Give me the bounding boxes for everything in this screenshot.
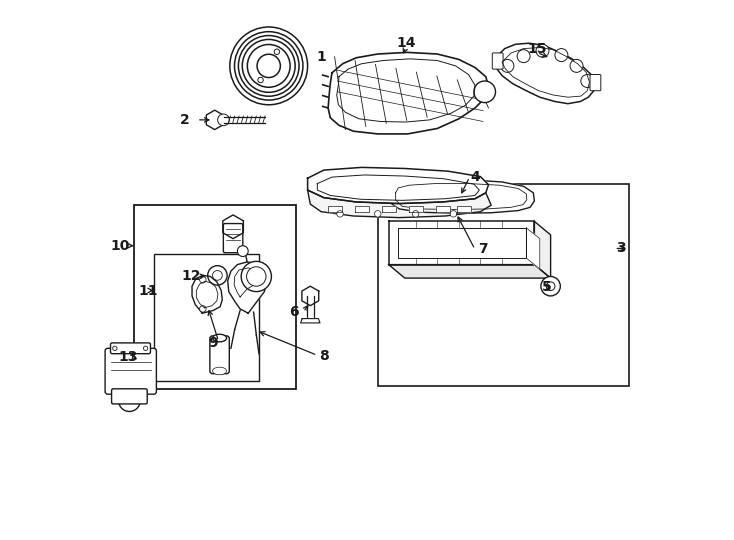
Circle shape bbox=[541, 276, 560, 296]
Text: 12: 12 bbox=[182, 269, 201, 284]
Circle shape bbox=[230, 27, 308, 105]
Bar bbox=[134, 205, 296, 389]
Circle shape bbox=[200, 276, 206, 283]
Circle shape bbox=[143, 346, 148, 350]
Bar bbox=[378, 184, 629, 386]
Text: 9: 9 bbox=[208, 336, 218, 350]
Polygon shape bbox=[228, 262, 267, 313]
Circle shape bbox=[581, 75, 594, 87]
Circle shape bbox=[275, 49, 280, 55]
Circle shape bbox=[374, 211, 381, 217]
Text: 3: 3 bbox=[616, 241, 625, 255]
Circle shape bbox=[119, 390, 140, 411]
Polygon shape bbox=[382, 206, 396, 212]
Circle shape bbox=[247, 267, 266, 286]
Circle shape bbox=[501, 59, 514, 72]
Text: 14: 14 bbox=[396, 36, 415, 50]
FancyBboxPatch shape bbox=[223, 224, 243, 253]
Circle shape bbox=[570, 59, 583, 72]
Polygon shape bbox=[328, 52, 489, 134]
Circle shape bbox=[237, 246, 248, 256]
Polygon shape bbox=[327, 206, 341, 212]
Circle shape bbox=[450, 211, 457, 217]
Circle shape bbox=[474, 81, 495, 103]
Text: 11: 11 bbox=[139, 284, 158, 298]
Circle shape bbox=[546, 282, 555, 291]
Ellipse shape bbox=[213, 367, 227, 375]
Circle shape bbox=[413, 211, 419, 217]
Circle shape bbox=[241, 261, 272, 292]
Polygon shape bbox=[534, 221, 550, 278]
Polygon shape bbox=[206, 110, 223, 130]
Circle shape bbox=[536, 44, 549, 57]
Polygon shape bbox=[308, 190, 491, 218]
Text: 6: 6 bbox=[289, 305, 299, 319]
Text: 13: 13 bbox=[119, 350, 138, 365]
Polygon shape bbox=[223, 215, 244, 239]
Circle shape bbox=[555, 49, 568, 62]
Text: 1: 1 bbox=[316, 50, 326, 64]
Text: 5: 5 bbox=[542, 280, 552, 294]
Polygon shape bbox=[495, 43, 595, 104]
Ellipse shape bbox=[213, 334, 227, 342]
FancyBboxPatch shape bbox=[493, 53, 503, 69]
Text: 8: 8 bbox=[319, 349, 329, 363]
Circle shape bbox=[112, 346, 117, 350]
Polygon shape bbox=[409, 206, 423, 212]
Bar bbox=[153, 254, 259, 381]
Text: 4: 4 bbox=[470, 170, 480, 184]
Polygon shape bbox=[457, 206, 471, 212]
Polygon shape bbox=[526, 228, 539, 269]
Circle shape bbox=[213, 271, 222, 280]
Text: 10: 10 bbox=[110, 239, 129, 253]
Polygon shape bbox=[388, 221, 534, 265]
Circle shape bbox=[208, 266, 227, 285]
Polygon shape bbox=[355, 206, 368, 212]
Circle shape bbox=[517, 50, 530, 63]
Circle shape bbox=[218, 114, 229, 126]
FancyBboxPatch shape bbox=[590, 75, 601, 91]
Text: 15: 15 bbox=[527, 42, 547, 56]
Polygon shape bbox=[388, 180, 534, 213]
Polygon shape bbox=[301, 319, 320, 323]
Polygon shape bbox=[388, 265, 550, 278]
Text: 7: 7 bbox=[479, 242, 488, 256]
Polygon shape bbox=[302, 286, 319, 306]
Polygon shape bbox=[399, 228, 526, 258]
FancyBboxPatch shape bbox=[112, 389, 148, 404]
Circle shape bbox=[200, 306, 206, 312]
Polygon shape bbox=[192, 275, 222, 313]
Polygon shape bbox=[435, 206, 450, 212]
Polygon shape bbox=[308, 167, 489, 204]
Circle shape bbox=[258, 77, 264, 83]
Text: 2: 2 bbox=[180, 113, 190, 127]
FancyBboxPatch shape bbox=[210, 336, 229, 374]
Circle shape bbox=[337, 211, 344, 217]
FancyBboxPatch shape bbox=[111, 343, 150, 354]
FancyBboxPatch shape bbox=[105, 348, 156, 394]
